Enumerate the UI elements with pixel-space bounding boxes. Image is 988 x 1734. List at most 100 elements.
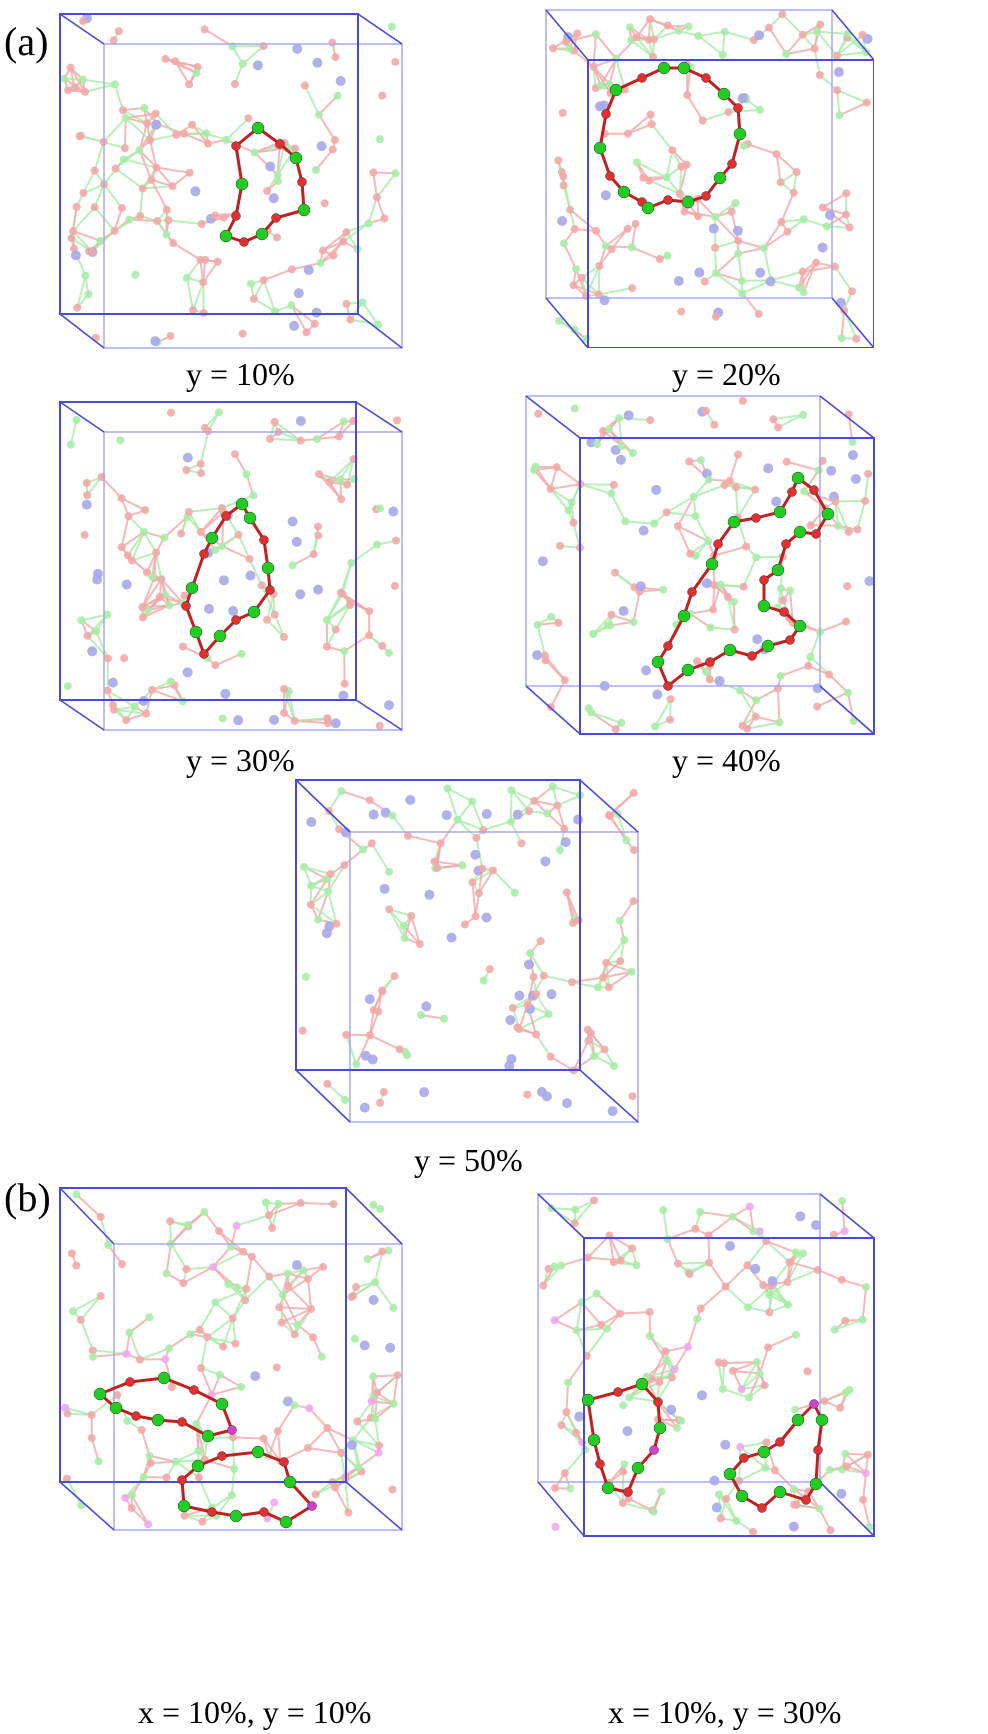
- bond: [571, 981, 599, 989]
- bond: [648, 179, 681, 195]
- bond: [836, 90, 841, 116]
- red-atom: [87, 1410, 96, 1419]
- red-atom: [367, 839, 376, 848]
- green-atom: [591, 30, 600, 39]
- atom-cloud: [549, 10, 873, 343]
- red-atom: [337, 1448, 346, 1457]
- ring-red-atom: [705, 657, 715, 667]
- red-atom: [199, 278, 208, 287]
- bond: [318, 473, 342, 500]
- green-atom: [718, 1384, 727, 1393]
- red-atom: [153, 217, 162, 226]
- ring-green-atom: [773, 505, 787, 519]
- bond: [307, 1427, 329, 1449]
- magenta-atom: [550, 1316, 559, 1325]
- ring-highlight: [593, 61, 747, 215]
- green-atom: [389, 1399, 398, 1408]
- bond: [315, 148, 334, 171]
- red-atom: [123, 551, 132, 560]
- red-atom: [790, 1500, 799, 1509]
- cell-edge: [545, 297, 589, 348]
- ring-green-atom: [185, 581, 199, 595]
- ring-green-atom: [255, 227, 269, 241]
- red-atom: [804, 661, 813, 670]
- cell-edge: [819, 1481, 875, 1537]
- blue-atom: [532, 650, 543, 661]
- red-atom: [629, 846, 638, 855]
- red-atom: [840, 306, 849, 315]
- green-atom: [371, 1414, 380, 1423]
- green-atom: [786, 586, 795, 595]
- bond: [689, 612, 712, 629]
- green-atom: [559, 239, 568, 248]
- red-atom: [843, 582, 852, 591]
- red-atom: [298, 1026, 307, 1035]
- blue-atom: [811, 1220, 822, 1231]
- red-atom: [195, 1325, 204, 1334]
- red-atom: [378, 987, 387, 996]
- bond: [551, 1207, 576, 1211]
- blue-atom: [833, 67, 844, 78]
- bond: [326, 1427, 354, 1442]
- red-atom: [198, 1517, 207, 1526]
- red-atom: [114, 27, 123, 36]
- cell-edge: [831, 9, 874, 61]
- blue-atom: [836, 1488, 847, 1499]
- bond: [802, 265, 836, 273]
- bond: [627, 123, 653, 135]
- ring-green-atom: [189, 625, 203, 639]
- bond: [803, 218, 828, 228]
- red-atom: [138, 603, 147, 612]
- ring-highlight: [181, 497, 275, 659]
- bond: [273, 614, 285, 638]
- bond: [128, 1316, 150, 1334]
- bond: [533, 469, 552, 490]
- bond: [342, 222, 370, 243]
- bond: [200, 511, 225, 533]
- bond: [281, 1294, 299, 1326]
- bond: [556, 466, 582, 485]
- ring-red-atom: [275, 139, 285, 149]
- red-atom: [300, 81, 309, 90]
- red-atom: [541, 651, 550, 660]
- red-atom: [430, 857, 439, 866]
- green-atom: [530, 465, 539, 474]
- red-atom: [118, 1260, 127, 1269]
- red-atom: [842, 1462, 851, 1471]
- bond: [610, 228, 629, 250]
- magenta-atom: [737, 1385, 746, 1394]
- bond: [770, 279, 800, 289]
- atom-cloud: [61, 1190, 402, 1529]
- bond: [728, 108, 761, 114]
- red-atom: [675, 189, 684, 198]
- red-atom: [353, 1417, 362, 1426]
- bond: [625, 520, 655, 525]
- ring-green-atom: [151, 1413, 165, 1427]
- green-atom: [752, 553, 761, 562]
- blue-atom: [812, 683, 823, 694]
- green-atom: [218, 542, 227, 551]
- green-atom: [123, 1416, 132, 1425]
- bond: [666, 511, 696, 517]
- green-atom: [526, 949, 535, 958]
- red-atom: [66, 63, 75, 72]
- bond: [165, 1243, 172, 1274]
- green-atom: [92, 627, 101, 636]
- bond: [775, 153, 782, 183]
- red-atom: [853, 525, 862, 534]
- bond: [232, 1436, 264, 1440]
- red-atom: [373, 1388, 382, 1397]
- bond: [768, 27, 788, 55]
- red-atom: [162, 1473, 171, 1482]
- bond: [316, 420, 345, 440]
- bond: [372, 172, 378, 198]
- magenta-atom: [61, 1403, 70, 1412]
- bond: [93, 183, 106, 208]
- bond: [615, 58, 626, 90]
- bond: [149, 140, 158, 168]
- bond: [755, 687, 779, 702]
- blue-atom: [826, 465, 837, 476]
- blue-atom: [359, 1102, 370, 1113]
- cell-edge: [819, 1193, 875, 1239]
- red-atom: [619, 1467, 628, 1476]
